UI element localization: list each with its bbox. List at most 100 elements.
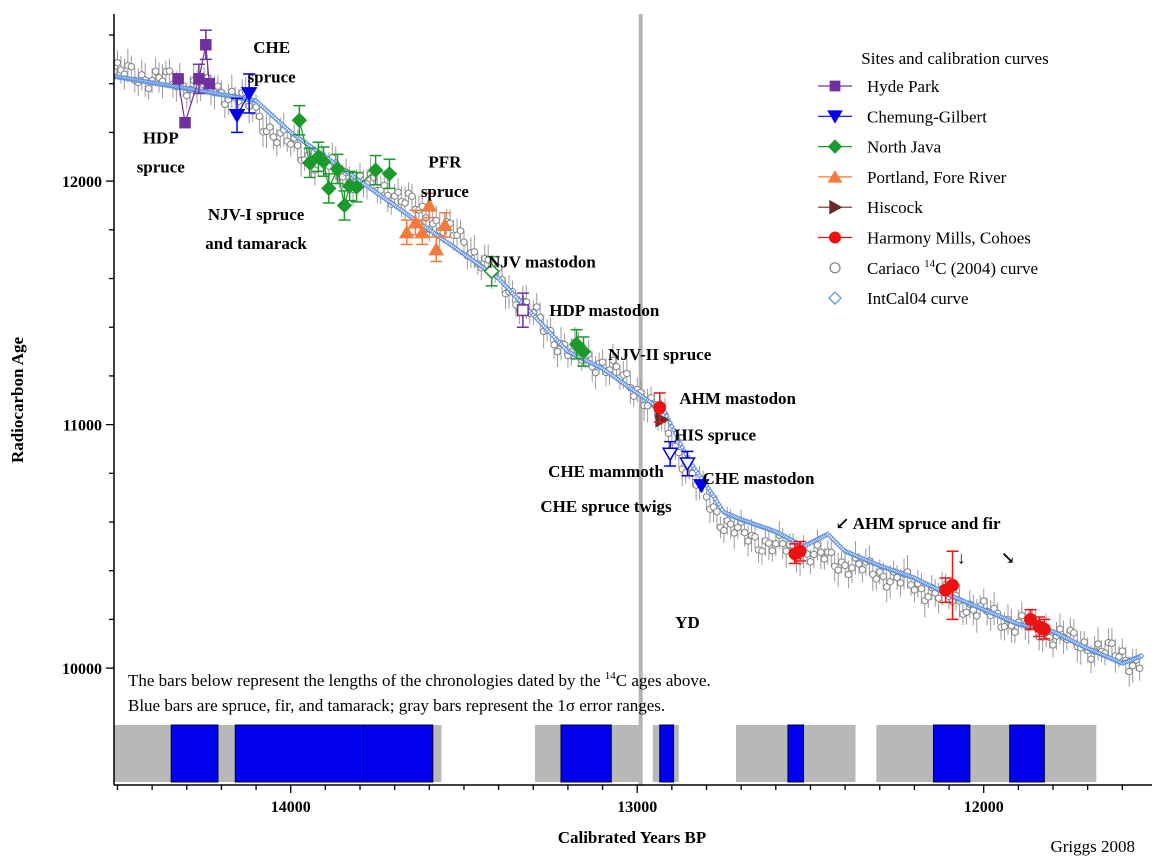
cariaco-point xyxy=(609,343,617,378)
cariaco-marker xyxy=(1045,633,1054,642)
hyde-park-point xyxy=(200,39,212,51)
harmony-mills-cohoes-series xyxy=(653,392,1051,640)
cariaco-marker xyxy=(896,579,905,587)
cariaco-marker xyxy=(311,166,319,174)
site-label: spruce xyxy=(421,182,470,201)
cariaco-marker xyxy=(713,507,721,516)
site-label: PFR xyxy=(428,153,462,172)
cariaco-marker xyxy=(758,547,766,555)
legend-swatch-marker xyxy=(829,80,841,92)
portland-fore-river-point xyxy=(414,224,431,239)
intcal-marker xyxy=(677,440,684,447)
site-label: HDP xyxy=(143,128,179,147)
north-java-point xyxy=(381,166,398,182)
cariaco-marker xyxy=(924,593,932,601)
cariaco-marker xyxy=(1056,625,1064,633)
cariaco-marker xyxy=(1018,611,1026,620)
harmony-mills-cohoes-point xyxy=(653,401,667,415)
legend-title: Sites and calibration curves xyxy=(861,49,1048,68)
cariaco-marker xyxy=(1125,667,1133,676)
north-java-point xyxy=(348,179,365,195)
cariaco-point xyxy=(720,518,728,543)
cariaco-marker xyxy=(1135,664,1144,672)
blue-chronology-bar-5 xyxy=(659,724,675,783)
x-tick-label: 12000 xyxy=(964,799,1004,816)
harmony-mills-cohoes-point xyxy=(793,544,807,558)
legend-entry: North Java xyxy=(818,138,942,157)
site-label: NJV mastodon xyxy=(488,252,596,271)
cariaco-marker xyxy=(1129,662,1137,670)
y-tick-label: 11000 xyxy=(63,418,102,435)
portland-fore-river-point xyxy=(421,198,438,212)
legend-label: Hiscock xyxy=(867,198,923,217)
cariaco-marker xyxy=(841,561,849,570)
intcal-marker xyxy=(675,437,682,444)
site-label: HIS spruce xyxy=(674,425,756,444)
cariaco-marker xyxy=(664,429,673,438)
cariaco-marker xyxy=(740,528,749,537)
note-line-2-sigma: σ xyxy=(566,696,575,715)
site-label: spruce xyxy=(137,158,186,177)
cariaco-marker xyxy=(858,565,867,574)
legend-swatch-marker xyxy=(827,110,843,124)
legend-label: Chemung-Gilbert xyxy=(867,107,987,126)
north-java-point xyxy=(302,155,318,171)
cariaco-marker xyxy=(779,539,787,548)
cariaco-marker xyxy=(980,597,988,605)
cariaco-point xyxy=(817,535,825,570)
cariaco-point xyxy=(931,579,939,607)
cariaco-marker xyxy=(591,368,600,377)
legend-entry: Cariaco 14C (2004) curve xyxy=(829,258,1038,278)
cariaco-point xyxy=(262,114,271,149)
chemung-gilbert-point xyxy=(679,457,696,472)
north-java-point xyxy=(315,153,332,170)
chemung-gilbert-point xyxy=(240,87,258,102)
north-java-point xyxy=(329,161,346,177)
cariaco-marker xyxy=(460,238,468,246)
cariaco-marker xyxy=(817,548,825,556)
note-line-2-end: error ranges. xyxy=(575,696,665,715)
cariaco-point xyxy=(664,422,673,445)
blue-chronology-bar-6 xyxy=(787,724,805,783)
note-line-2-text: Blue bars are spruce, fir, and tamarack;… xyxy=(128,696,566,715)
cariaco-marker xyxy=(1000,622,1009,631)
legend-label: Portland, Fore River xyxy=(867,168,1007,187)
cariaco-marker xyxy=(273,138,281,147)
x-tick-label: 14000 xyxy=(271,799,311,816)
cariaco-marker xyxy=(772,540,780,548)
x-tick-label: 13000 xyxy=(617,799,657,816)
cariaco-marker xyxy=(127,62,136,71)
cariaco-marker xyxy=(879,572,887,581)
site-label: ↘ xyxy=(1001,548,1015,567)
site-label: NJV-II spruce xyxy=(608,345,712,364)
cariaco-marker xyxy=(962,608,971,616)
legend-entry: Chemung-Gilbert xyxy=(818,107,987,126)
site-series xyxy=(172,29,1051,640)
yd-label: YD xyxy=(675,613,700,632)
cariaco-marker xyxy=(550,341,558,349)
intcal-curve xyxy=(114,73,1145,667)
legend-entry: Harmony Mills, Cohoes xyxy=(818,229,1031,248)
cariaco-point xyxy=(643,388,652,423)
y-tick-label: 10000 xyxy=(62,661,102,678)
legend-entry: Hiscock xyxy=(818,198,923,217)
cariaco-marker xyxy=(934,594,943,602)
cariaco-marker xyxy=(165,67,174,75)
cariaco-marker xyxy=(848,564,856,572)
cariaco-marker xyxy=(114,58,122,67)
site-label: NJV-I spruce xyxy=(208,205,305,224)
cariaco-marker xyxy=(214,82,222,90)
legend-label: Hyde Park xyxy=(867,77,940,96)
chemung-gilbert-series xyxy=(228,73,710,494)
hyde-park-point xyxy=(516,304,529,317)
chemung-gilbert-point xyxy=(693,479,710,494)
cariaco-marker xyxy=(720,526,728,535)
cariaco-marker xyxy=(768,547,777,555)
note-line-1-text: The bars below represent the lengths of … xyxy=(128,671,605,690)
cariaco-point xyxy=(751,525,759,548)
intcal-marker xyxy=(679,444,686,451)
cariaco-point xyxy=(165,58,174,84)
cariaco-marker xyxy=(1118,647,1127,655)
cariaco-marker xyxy=(886,577,894,586)
legend-label-text-end: C (2004) curve xyxy=(935,259,1038,278)
